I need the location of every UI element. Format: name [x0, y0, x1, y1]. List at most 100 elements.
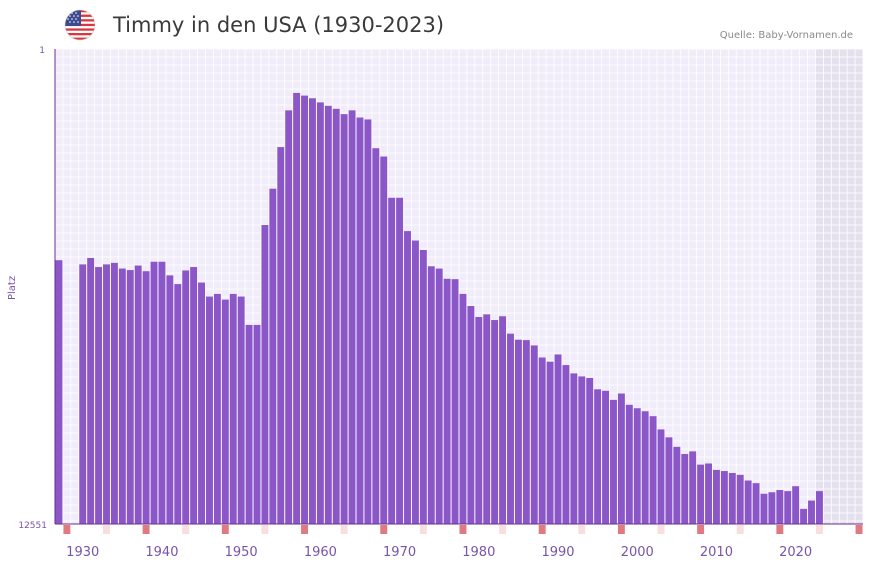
- bar-1954: [269, 188, 277, 524]
- bar-1995: [594, 389, 602, 524]
- bar-1950: [237, 296, 245, 524]
- bar-2010: [712, 469, 720, 524]
- bar-1939: [150, 261, 158, 524]
- bar-1991: [562, 365, 570, 524]
- decade-marker: [142, 525, 150, 534]
- bar-2003: [657, 429, 665, 524]
- bar-2021: [800, 508, 808, 524]
- bar-1996: [602, 390, 610, 524]
- bar-1934: [110, 262, 118, 524]
- bar-1947: [213, 293, 221, 524]
- bar-1981: [483, 314, 491, 524]
- x-tick-label-1970: 1970: [383, 545, 416, 560]
- half-decade-marker: [182, 525, 190, 534]
- bar-1964: [348, 110, 356, 524]
- bar-1930: [79, 264, 87, 524]
- bar-2006: [681, 454, 689, 524]
- bar-1927: [55, 260, 63, 524]
- x-tick-label-1960: 1960: [304, 545, 337, 560]
- bar-2000: [633, 408, 641, 524]
- bar-2013: [736, 474, 744, 524]
- bar-2019: [784, 491, 792, 524]
- source-credit: Quelle: Baby-Vornamen.de: [719, 30, 853, 41]
- x-tick-label-1950: 1950: [225, 545, 258, 560]
- decade-marker: [221, 525, 229, 534]
- bar-1969: [388, 197, 396, 524]
- x-tick-label-2000: 2000: [621, 545, 654, 560]
- bar-1965: [356, 117, 364, 524]
- page-title: Timmy in den USA (1930-2023): [113, 13, 445, 37]
- bar-2020: [792, 486, 800, 524]
- y-tick-label-top: 1: [39, 46, 45, 56]
- half-decade-marker: [578, 525, 586, 534]
- bar-1975: [435, 268, 443, 524]
- bar-1931: [87, 257, 95, 524]
- bar-1967: [372, 148, 380, 524]
- bar-1973: [419, 250, 427, 524]
- bar-1979: [467, 306, 475, 524]
- bar-1993: [578, 376, 586, 524]
- bar-2017: [768, 492, 776, 524]
- bar-1938: [142, 271, 150, 524]
- decade-marker: [63, 525, 71, 534]
- bar-1945: [198, 282, 206, 524]
- bar-1966: [364, 119, 372, 525]
- bar-2011: [720, 471, 728, 524]
- bar-1984: [507, 333, 514, 524]
- bar-1999: [625, 404, 633, 524]
- decade-marker: [538, 525, 546, 534]
- bar-1953: [261, 225, 269, 524]
- bar-1988: [538, 357, 546, 524]
- bar-1959: [308, 98, 316, 525]
- bar-1987: [530, 345, 538, 524]
- bar-1944: [190, 267, 198, 524]
- bar-1963: [340, 114, 348, 524]
- half-decade-marker: [657, 525, 665, 534]
- bar-2016: [760, 493, 768, 524]
- half-decade-marker: [815, 525, 823, 534]
- bar-1957: [293, 92, 301, 524]
- bar-1937: [134, 265, 142, 524]
- bar-1985: [514, 339, 522, 524]
- decade-marker: [697, 525, 705, 534]
- half-decade-marker: [736, 525, 744, 534]
- decade-marker: [776, 525, 784, 534]
- bar-1961: [324, 105, 332, 524]
- decade-marker: [459, 525, 467, 534]
- bar-1940: [158, 261, 166, 524]
- bar-1932: [95, 267, 103, 524]
- bar-1952: [253, 324, 261, 524]
- bar-1998: [617, 393, 625, 524]
- bar-1976: [443, 278, 451, 524]
- bar-2012: [728, 472, 736, 524]
- bar-2014: [744, 480, 752, 524]
- bar-1997: [610, 399, 617, 524]
- decade-marker: [380, 525, 388, 534]
- bar-1974: [427, 266, 435, 524]
- x-tick-label-1940: 1940: [145, 545, 178, 560]
- x-tick-label-1990: 1990: [541, 545, 574, 560]
- x-tick-label-2010: 2010: [700, 545, 733, 560]
- half-decade-marker: [261, 525, 269, 534]
- decade-marker: [301, 525, 308, 534]
- bar-1935: [118, 268, 126, 524]
- bar-1982: [491, 320, 499, 524]
- x-tick-label-1980: 1980: [462, 545, 495, 560]
- bar-1989: [546, 361, 554, 524]
- decade-marker: [855, 525, 863, 534]
- bar-1970: [396, 197, 404, 524]
- half-decade-marker: [340, 525, 348, 534]
- bar-1943: [182, 270, 190, 524]
- y-tick-label-bottom: 12551: [18, 521, 47, 531]
- bar-1960: [316, 102, 324, 524]
- bar-1990: [554, 354, 562, 524]
- bar-1946: [206, 296, 213, 524]
- bar-1978: [459, 293, 467, 524]
- bar-1936: [126, 270, 134, 524]
- bar-2018: [776, 489, 784, 524]
- bar-2004: [665, 437, 673, 524]
- bar-2005: [673, 446, 681, 524]
- bar-2015: [752, 483, 760, 524]
- bar-2001: [641, 411, 649, 524]
